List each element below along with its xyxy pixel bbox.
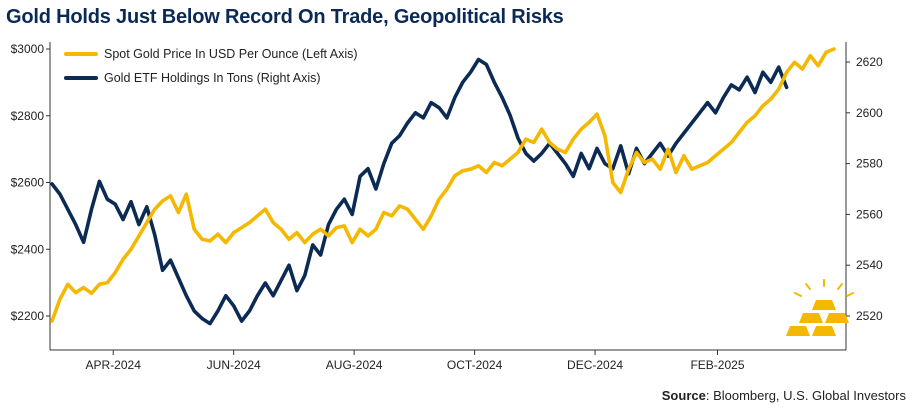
legend-label: Gold ETF Holdings In Tons (Right Axis) [104,71,321,85]
x-tick-label: DEC-2024 [567,358,623,372]
gold-bar-shape [799,313,823,323]
left-tick-label: $2400 [11,242,45,256]
left-tick-label: $2800 [11,109,45,123]
shine-ray [794,292,802,297]
source-label: Source [661,388,706,403]
right-tick-label: 2540 [856,258,883,272]
x-tick-label: OCT-2024 [447,358,503,372]
gold-price-line [50,47,836,323]
gold-bar-shape [812,300,836,310]
source-note: Source: Bloomberg, U.S. Global Investors [662,388,906,403]
x-tick-label: FEB-2025 [690,358,744,372]
gold-bar-shape [812,326,836,336]
x-tick-label: APR-2024 [86,358,142,372]
right-tick-label: 2520 [856,309,883,323]
left-tick-label: $2200 [11,309,45,323]
gold-bars-icon [786,279,854,336]
etf-holdings-line [50,57,789,326]
right-tick-label: 2620 [856,55,883,69]
gold-bar-shape [786,326,810,336]
left-tick-label: $3000 [11,42,45,56]
shine-ray [846,292,854,297]
chart-title: Gold Holds Just Below Record On Trade, G… [6,6,564,28]
right-tick-label: 2600 [856,106,883,120]
source-text: : Bloomberg, U.S. Global Investors [705,388,906,403]
axes: $2200 $2400 $2600 $2800 $3000 2520 2540 2560 258… [11,42,883,372]
shine-ray [805,283,811,290]
series-layer [50,47,836,326]
legend: Spot Gold Price In USD Per Ounce (Left A… [64,47,358,85]
shine-ray [837,283,843,290]
right-tick-label: 2580 [856,157,883,171]
left-tick-label: $2600 [11,176,45,190]
right-tick-label: 2560 [856,207,883,221]
x-tick-label: JUN-2024 [207,358,261,372]
gold-bar-shape [825,313,849,323]
x-tick-label: AUG-2024 [326,358,383,372]
legend-label: Spot Gold Price In USD Per Ounce (Left A… [104,47,358,61]
